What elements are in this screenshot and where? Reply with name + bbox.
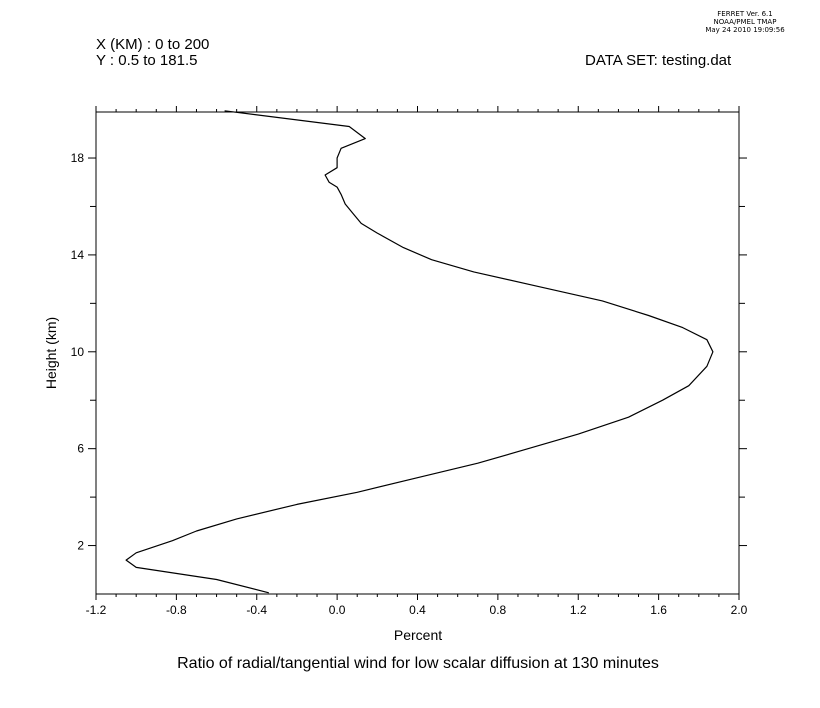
x-tick-label: 1.2 [570,603,587,617]
chart-title: Ratio of radial/tangential wind for low … [177,655,659,672]
stamp-version: FERRET Ver. 6.1 [717,10,773,18]
y-tick-label: 14 [71,248,85,262]
version-stamp: FERRET Ver. 6.1 NOAA/PMEL TMAP May 24 20… [690,10,800,34]
y-tick-label: 18 [71,151,85,165]
stamp-date: May 24 2010 19:09:56 [705,26,785,34]
x-tick-label: 1.6 [650,603,667,617]
x-tick-label: 0.8 [490,603,507,617]
stamp-org: NOAA/PMEL TMAP [713,18,777,26]
y-tick-label: 6 [77,442,84,456]
dataset-label: DATA SET: testing.dat [585,52,732,69]
y-range-label: Y : 0.5 to 181.5 [96,52,198,69]
x-tick-label: -0.4 [246,603,267,617]
x-tick-label: 0.0 [329,603,346,617]
x-tick-label: 0.4 [409,603,426,617]
x-tick-label: 2.0 [731,603,748,617]
x-axis-title: Percent [394,627,442,643]
x-tick-label: -1.2 [86,603,107,617]
series-line [125,110,714,594]
x-range-label: X (KM) : 0 to 200 [96,36,210,53]
plot-frame [95,111,740,595]
y-axis-title: Height (km) [43,317,59,389]
x-tick-label: -0.8 [166,603,187,617]
y-tick-label: 2 [77,539,84,553]
y-tick-label: 10 [71,345,85,359]
